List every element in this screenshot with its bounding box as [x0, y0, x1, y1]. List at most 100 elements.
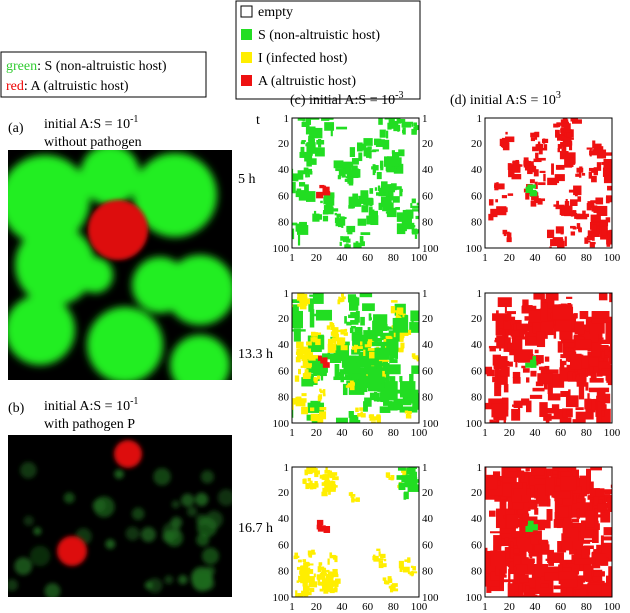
cell — [570, 231, 576, 236]
x-tick-label: 20 — [311, 427, 323, 439]
cell — [541, 541, 549, 551]
cell — [306, 298, 310, 305]
y-tick-label: 1 — [284, 462, 290, 474]
cell — [412, 205, 419, 209]
cell — [389, 376, 396, 384]
cell — [330, 208, 339, 212]
cell — [576, 356, 589, 369]
cell — [391, 152, 399, 160]
cell — [351, 158, 359, 165]
cell — [391, 300, 398, 303]
cell — [557, 341, 563, 353]
cell — [535, 381, 544, 387]
cell — [614, 502, 616, 510]
cell — [513, 548, 520, 554]
cell — [298, 368, 301, 375]
cell — [336, 329, 342, 333]
cell — [564, 585, 573, 597]
cell — [515, 336, 528, 340]
cell — [309, 309, 315, 328]
cell — [620, 317, 630, 329]
cell — [378, 551, 381, 557]
cell — [493, 356, 508, 370]
cell — [598, 494, 611, 503]
cell — [600, 337, 604, 340]
cell — [595, 339, 611, 345]
cell — [521, 398, 530, 406]
cell — [383, 401, 393, 406]
cell — [324, 485, 329, 491]
cell — [301, 349, 311, 352]
cell — [605, 152, 612, 156]
cell — [609, 498, 612, 508]
cell — [321, 569, 325, 573]
cell — [587, 230, 592, 237]
cell — [515, 564, 528, 575]
cell — [342, 341, 350, 346]
cell — [171, 500, 180, 509]
cell — [404, 478, 414, 486]
cell — [601, 351, 605, 359]
key-green-word: green — [6, 59, 37, 74]
cell — [613, 193, 618, 196]
cell — [399, 307, 404, 315]
cell — [387, 123, 391, 130]
cell — [332, 568, 338, 574]
y-tick-label: 20 — [471, 313, 483, 325]
cell — [304, 469, 309, 474]
x-tick-label: 1 — [289, 252, 295, 264]
red-cell — [57, 536, 87, 566]
cell — [560, 127, 566, 130]
cell — [537, 373, 553, 384]
cell — [586, 203, 592, 211]
cell — [587, 393, 590, 400]
cell — [308, 563, 314, 566]
cell — [537, 143, 544, 150]
cell — [621, 500, 630, 512]
cell — [308, 551, 311, 558]
cell — [378, 563, 384, 569]
cell — [540, 302, 548, 322]
cell — [497, 297, 512, 308]
cell — [500, 142, 504, 148]
cell — [586, 240, 591, 243]
cell — [485, 366, 493, 375]
cell — [600, 509, 611, 523]
y-tick-label: 40 — [422, 164, 434, 176]
cell — [519, 574, 529, 583]
cell — [367, 380, 385, 392]
x-tick-label: 20 — [311, 601, 323, 613]
cell — [348, 296, 358, 303]
cell — [611, 188, 612, 192]
cell — [380, 363, 390, 367]
cell — [393, 331, 396, 338]
cell — [532, 355, 536, 363]
cell — [530, 132, 535, 138]
cell — [546, 229, 555, 239]
cell — [299, 347, 305, 355]
x-tick-label: 80 — [388, 601, 400, 613]
cell — [531, 195, 539, 201]
cell — [372, 333, 378, 343]
x-tick-label: 1 — [289, 427, 295, 439]
cell — [394, 118, 401, 120]
cell — [605, 196, 610, 204]
cell — [402, 223, 407, 232]
cell — [614, 389, 619, 404]
cell — [485, 580, 502, 587]
cell — [295, 554, 298, 557]
cell — [340, 345, 348, 351]
cell — [511, 408, 521, 421]
cell — [608, 173, 612, 177]
cell — [575, 588, 587, 597]
cell — [538, 147, 545, 151]
x-tick-label: 40 — [337, 252, 349, 264]
cell — [526, 502, 538, 507]
cell — [319, 588, 324, 592]
cell — [388, 578, 391, 583]
cell — [485, 547, 488, 564]
cell — [396, 475, 403, 480]
cell — [511, 531, 525, 538]
y-tick-label: 80 — [422, 217, 434, 229]
cell — [300, 565, 307, 573]
